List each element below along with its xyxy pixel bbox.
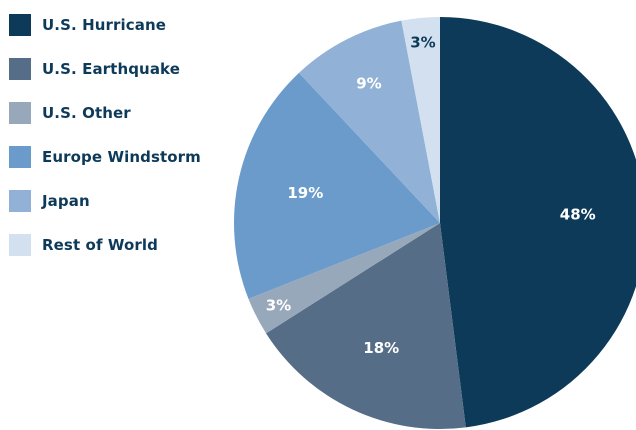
legend-swatch: [9, 102, 31, 124]
legend-label: Europe Windstorm: [42, 148, 201, 166]
legend-label: Japan: [42, 192, 90, 210]
slice-label-japan: 9%: [356, 75, 381, 93]
legend-item-rest-of-world: Rest of World: [9, 234, 201, 256]
legend-item-europe-windstorm: Europe Windstorm: [9, 146, 201, 168]
legend-item-us-other: U.S. Other: [9, 102, 201, 124]
legend-swatch: [9, 58, 31, 80]
pie-slice-japan: [298, 20, 440, 223]
legend: U.S. Hurricane U.S. Earthquake U.S. Othe…: [9, 14, 201, 278]
legend-label: U.S. Other: [42, 104, 131, 122]
legend-label: U.S. Hurricane: [42, 16, 167, 34]
legend-item-us-earthquake: U.S. Earthquake: [9, 58, 201, 80]
slice-label-u-s-other: 3%: [266, 296, 291, 314]
slice-label-u-s-hurricane: 48%: [560, 205, 596, 223]
pie-slice-u-s-hurricane: [440, 17, 636, 428]
legend-label: U.S. Earthquake: [42, 60, 181, 78]
slice-label-u-s-earthquake: 18%: [363, 339, 399, 357]
legend-item-us-hurricane: U.S. Hurricane: [9, 14, 201, 36]
legend-swatch: [9, 190, 31, 212]
legend-item-japan: Japan: [9, 190, 201, 212]
pie-slice-europe-windstorm: [234, 72, 440, 299]
pie-slice-u-s-earthquake: [266, 223, 466, 429]
pie-slice-rest-of-world: [401, 17, 440, 223]
slice-label-rest-of-world: 3%: [410, 34, 435, 52]
legend-swatch: [9, 14, 31, 36]
legend-label: Rest of World: [42, 236, 158, 254]
slice-label-europe-windstorm: 19%: [287, 184, 323, 202]
legend-swatch: [9, 234, 31, 256]
pie-slice-u-s-other: [248, 223, 440, 334]
legend-swatch: [9, 146, 31, 168]
